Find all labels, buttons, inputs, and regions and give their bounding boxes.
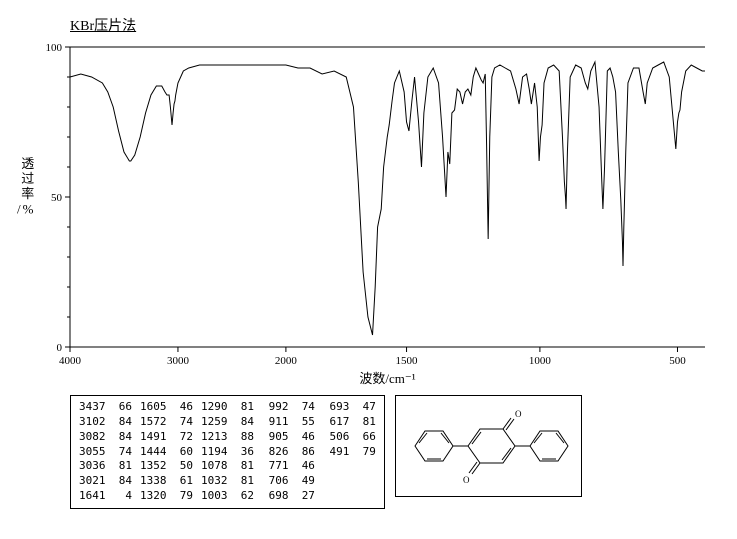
svg-text:100: 100: [46, 42, 63, 54]
molecular-structure: O O: [395, 395, 582, 497]
svg-text:3000: 3000: [167, 355, 190, 367]
svg-text:O: O: [463, 475, 470, 485]
svg-text:500: 500: [669, 355, 686, 367]
svg-text:2000: 2000: [275, 355, 298, 367]
peak-column: 1290 81 1259 84 1213 88 1194 36 1078 81 …: [201, 400, 254, 504]
svg-text:1000: 1000: [529, 355, 552, 367]
chart-title: KBr压片法: [70, 15, 722, 35]
peak-column: 992 74 911 55 905 46 826 86 771 46 706 4…: [262, 400, 315, 504]
peak-table: 3437 66 3102 84 3082 84 3055 74 3036 81 …: [70, 395, 385, 509]
y-axis-label: 透过率/%: [17, 157, 36, 218]
svg-text:波数/cm⁻¹: 波数/cm⁻¹: [359, 371, 415, 386]
peak-column: 1605 46 1572 74 1491 72 1444 60 1352 50 …: [140, 400, 193, 504]
svg-text:4000: 4000: [59, 355, 82, 367]
svg-text:0: 0: [57, 342, 63, 354]
svg-text:1500: 1500: [396, 355, 419, 367]
peak-column: 3437 66 3102 84 3082 84 3055 74 3036 81 …: [79, 400, 132, 504]
svg-text:O: O: [515, 409, 522, 419]
peak-column: 693 47 617 81 506 66 491 79: [323, 400, 376, 504]
ir-spectrum-chart: 透过率/% 0 50 100 4000 3000 2000 1500 1000 500 波数/cm…: [15, 37, 715, 387]
svg-text:50: 50: [51, 192, 63, 204]
